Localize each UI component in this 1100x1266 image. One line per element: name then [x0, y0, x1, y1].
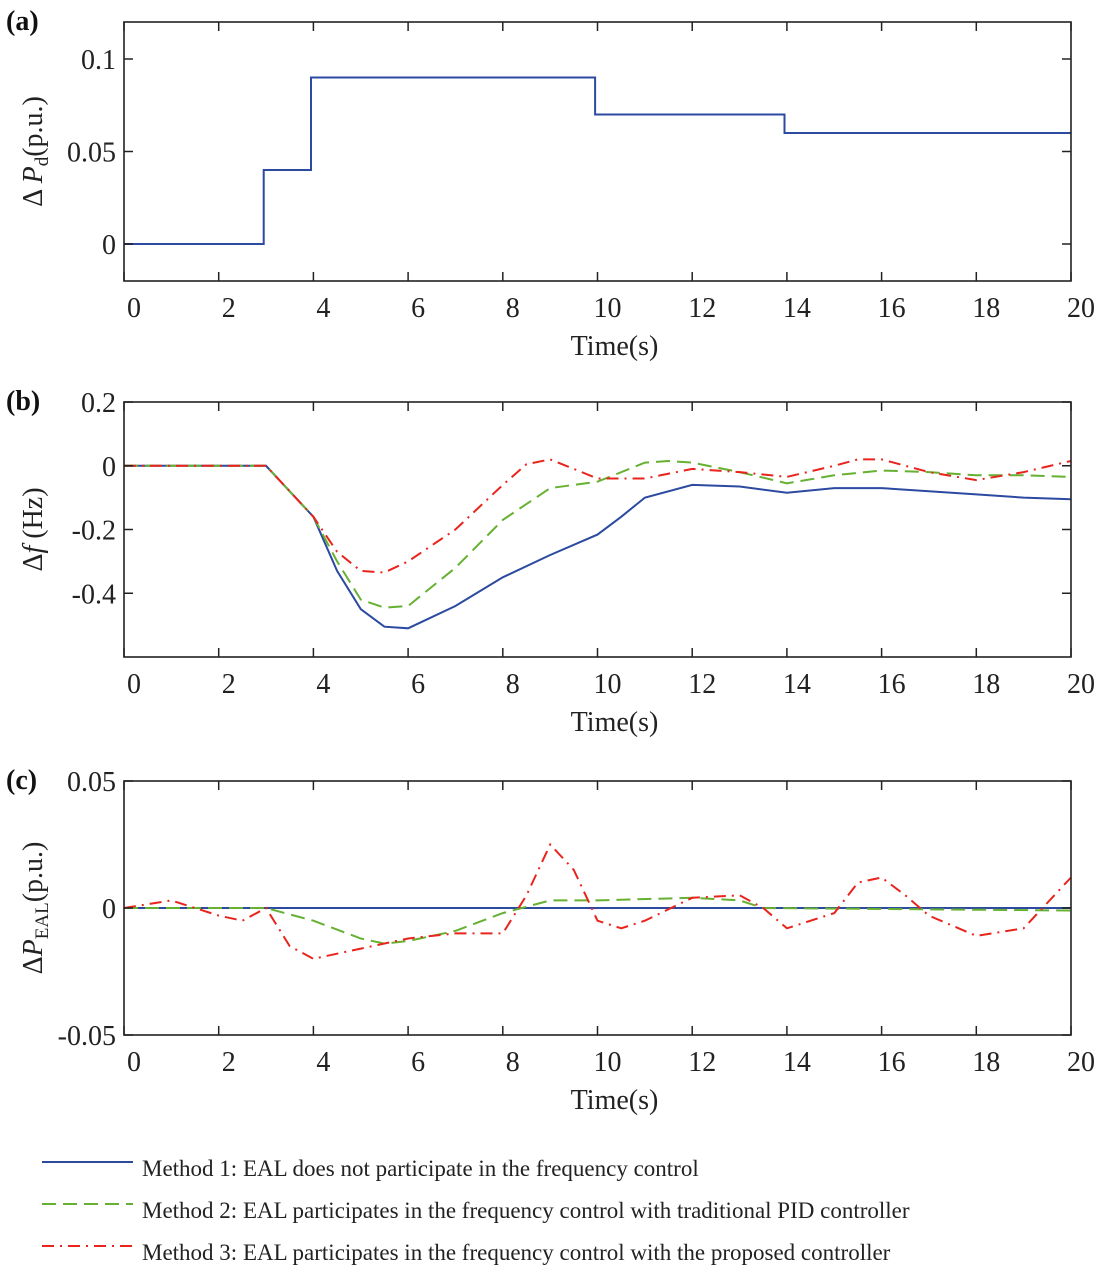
x-tick-label: 2 [222, 1047, 236, 1078]
y-label-unit: (Hz) [18, 487, 49, 545]
x-tick-label: 12 [688, 1047, 716, 1078]
panel-c: 0 2 4 6 8 10 12 14 16 18 200.050-0.05Time(s)ΔPEAL(… [6, 765, 1095, 1116]
x-tick-label: 6 [411, 293, 425, 324]
panel-label: (b) [6, 386, 40, 417]
x-tick-label: 16 [878, 293, 906, 324]
y-tick-label: 0.05 [67, 767, 116, 798]
y-tick-label: 0 [102, 230, 116, 261]
panel-label: (a) [6, 6, 39, 37]
y-label-variable: P [18, 939, 49, 957]
y-axis-label: Δ Pd(p.u.) [18, 96, 53, 207]
x-tick-label: 6 [411, 669, 425, 700]
x-axis-label: Time(s) [571, 1085, 659, 1116]
y-label-unit: (p.u.) [18, 842, 49, 903]
x-tick-label: 8 [506, 293, 520, 324]
y-label-subscript: d [32, 156, 53, 166]
y-label-prefix: Δ [18, 956, 49, 974]
y-tick-label: 0 [102, 452, 116, 483]
y-label-prefix: Δ [18, 554, 49, 572]
series-line-method-2 [124, 896, 1072, 945]
y-tick-label: 0.2 [81, 388, 116, 419]
x-tick-label: 14 [783, 293, 811, 324]
y-tick-label: 0.05 [67, 138, 116, 169]
y-axis-label: ΔPEAL(p.u.) [18, 842, 53, 975]
x-tick-label: 0 [127, 669, 141, 700]
y-axis-label: Δf (Hz) [18, 487, 49, 571]
series-line-method-2 [124, 459, 1072, 609]
x-tick-label: 4 [316, 293, 330, 324]
x-tick-label: 16 [878, 1047, 906, 1078]
y-tick-label: -0.4 [72, 579, 116, 610]
legend-label: Method 1: EAL does not participate in th… [142, 1156, 699, 1181]
x-tick-label: 18 [972, 293, 1000, 324]
x-tick-label: 2 [222, 293, 236, 324]
y-label-variable: P [18, 166, 49, 184]
y-label-subscript: EAL [32, 902, 53, 939]
series-line-method-1 [124, 464, 1072, 630]
legend-label: Method 2: EAL participates in the freque… [142, 1198, 910, 1223]
x-tick-label: 10 [594, 293, 622, 324]
x-tick-label: 0 [127, 293, 141, 324]
legend-label: Method 3: EAL participates in the freque… [142, 1240, 891, 1265]
y-label-prefix: Δ [18, 183, 49, 206]
x-tick-label: 10 [594, 1047, 622, 1078]
x-tick-label: 12 [688, 293, 716, 324]
x-tick-label: 4 [316, 1047, 330, 1078]
x-axis-label: Time(s) [571, 331, 659, 362]
x-tick-label: 8 [506, 669, 520, 700]
x-tick-label: 2 [222, 669, 236, 700]
y-label-variable: f [18, 543, 49, 554]
y-tick-label: -0.05 [58, 1021, 116, 1052]
x-tick-label: 18 [972, 1047, 1000, 1078]
y-tick-label: 0.1 [81, 45, 116, 76]
x-tick-label: 0 [127, 1047, 141, 1078]
x-tick-label: 18 [972, 669, 1000, 700]
x-tick-label: 20 [1067, 669, 1095, 700]
x-tick-label: 14 [783, 1047, 811, 1078]
x-tick-label: 14 [783, 669, 811, 700]
x-tick-label: 20 [1067, 1047, 1095, 1078]
y-label-unit: (p.u.) [18, 96, 49, 157]
panel-a: 0 2 4 6 8 10 12 14 16 18 20 0 0.05 0.1 Time(s) Δ Pd(p.u… [6, 6, 1095, 362]
x-tick-label: 10 [594, 669, 622, 700]
x-tick-label: 12 [688, 669, 716, 700]
x-tick-label: 4 [316, 669, 330, 700]
axes-box [123, 21, 1072, 282]
legend: Method 1: EAL does not participate in th… [42, 1156, 910, 1265]
axes-box [123, 401, 1072, 658]
panel-b: 0 2 4 6 8 10 12 14 16 18 20 0.2 0 -0.2 -0.4 Time(s) Δf (… [6, 386, 1095, 738]
x-axis-label: Time(s) [571, 707, 659, 738]
series-line-method-1 [124, 76, 1071, 245]
series-line-method-3 [123, 842, 1072, 960]
x-tick-label: 20 [1067, 293, 1095, 324]
x-tick-label: 8 [506, 1047, 520, 1078]
y-tick-label: -0.2 [72, 516, 116, 547]
x-tick-label: 16 [878, 669, 906, 700]
panel-label: (c) [6, 765, 37, 796]
series-line-method-3 [124, 458, 1072, 574]
x-tick-label: 6 [411, 1047, 425, 1078]
y-tick-label: 0 [102, 894, 116, 925]
